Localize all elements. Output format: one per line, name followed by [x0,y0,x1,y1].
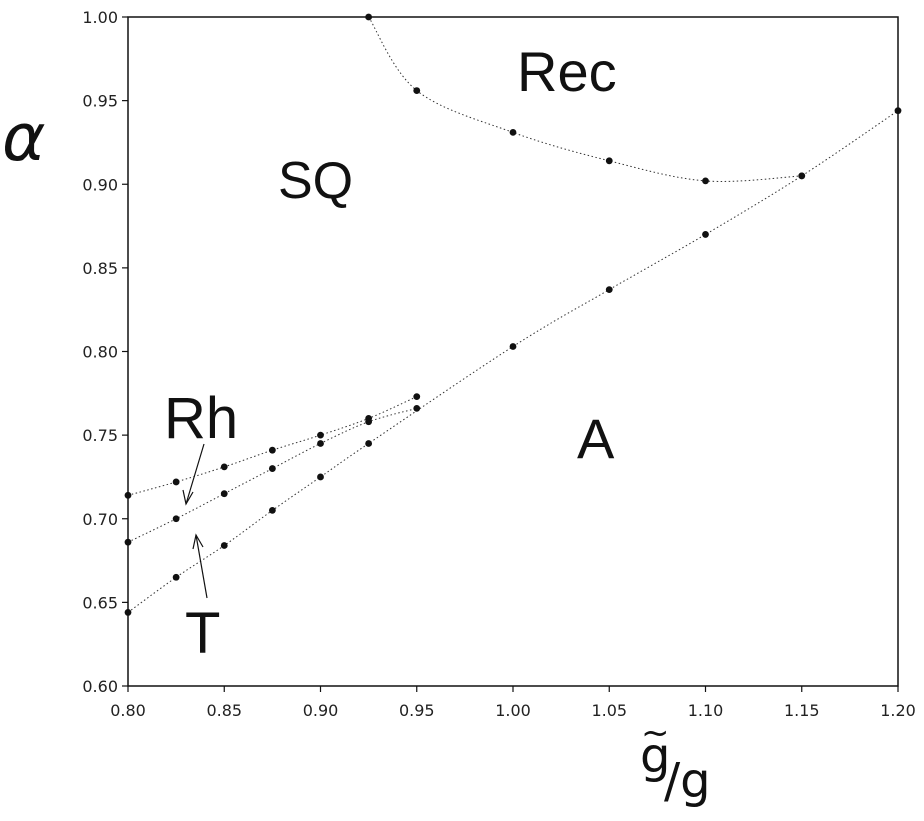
region-label-t: T [185,601,220,666]
data-point [172,478,180,486]
data-point [702,231,709,238]
x-tick-label: 0.85 [206,701,242,720]
data-point [413,404,421,412]
data-point [220,542,228,549]
data-point [220,490,228,498]
x-axis-label-denominator: /g [664,753,711,809]
data-point [413,393,421,401]
data-point [605,286,613,294]
x-axis-ticks: 0.80 0.85 0.90 0.95 1.00 1.05 1.10 1.15 1.20 [110,686,916,720]
data-point [317,431,324,439]
data-point [509,343,517,350]
x-tick-label: 0.80 [110,701,146,720]
x-tick-label: 1.15 [784,701,820,720]
data-point [702,177,709,185]
data-point [268,506,276,514]
region-label-sq: SQ [278,152,353,210]
x-axis-label-tilde: ~ [641,713,670,753]
region-label-a: A [577,407,615,470]
region-label-rec: Rec [517,40,617,103]
x-tick-label: 1.20 [880,701,916,720]
y-tick-label: 0.80 [82,343,118,362]
y-tick-label: 0.70 [82,510,118,529]
y-axis-ticks: 0.60 0.65 0.70 0.75 0.80 0.85 0.90 0.95 1.00 [82,8,128,696]
data-point [220,463,228,471]
x-tick-label: 0.90 [303,701,339,720]
data-points [124,13,902,616]
data-point [317,473,324,481]
t-arrow [192,533,208,599]
boundary-curves [127,16,899,613]
data-point [365,418,373,426]
x-axis-label-numerator: g [640,728,670,784]
y-axis-label: α [2,99,46,176]
x-tick-label: 1.00 [495,701,531,720]
y-tick-label: 0.75 [82,426,118,445]
x-tick-label: 1.05 [591,701,627,720]
x-tick-label: 1.10 [688,701,724,720]
rh-arrow [182,443,205,506]
x-tick-label: 0.95 [399,701,435,720]
data-point [268,465,276,472]
y-tick-label: 0.65 [82,593,118,612]
data-point [317,440,324,447]
region-label-rh: Rh [164,386,238,451]
boundary-curve-4 [127,110,899,613]
y-tick-label: 0.95 [82,92,118,111]
y-tick-label: 0.60 [82,677,118,696]
data-point [172,573,180,581]
y-tick-label: 1.00 [82,8,118,27]
y-tick-label: 0.85 [82,259,118,278]
data-point [798,172,806,180]
data-point [365,440,373,447]
y-tick-label: 0.90 [82,175,118,194]
data-point [172,515,180,523]
data-point [268,446,276,454]
plot-frame [127,16,899,687]
data-point [605,157,613,165]
data-point [413,87,421,94]
data-point [509,129,517,136]
